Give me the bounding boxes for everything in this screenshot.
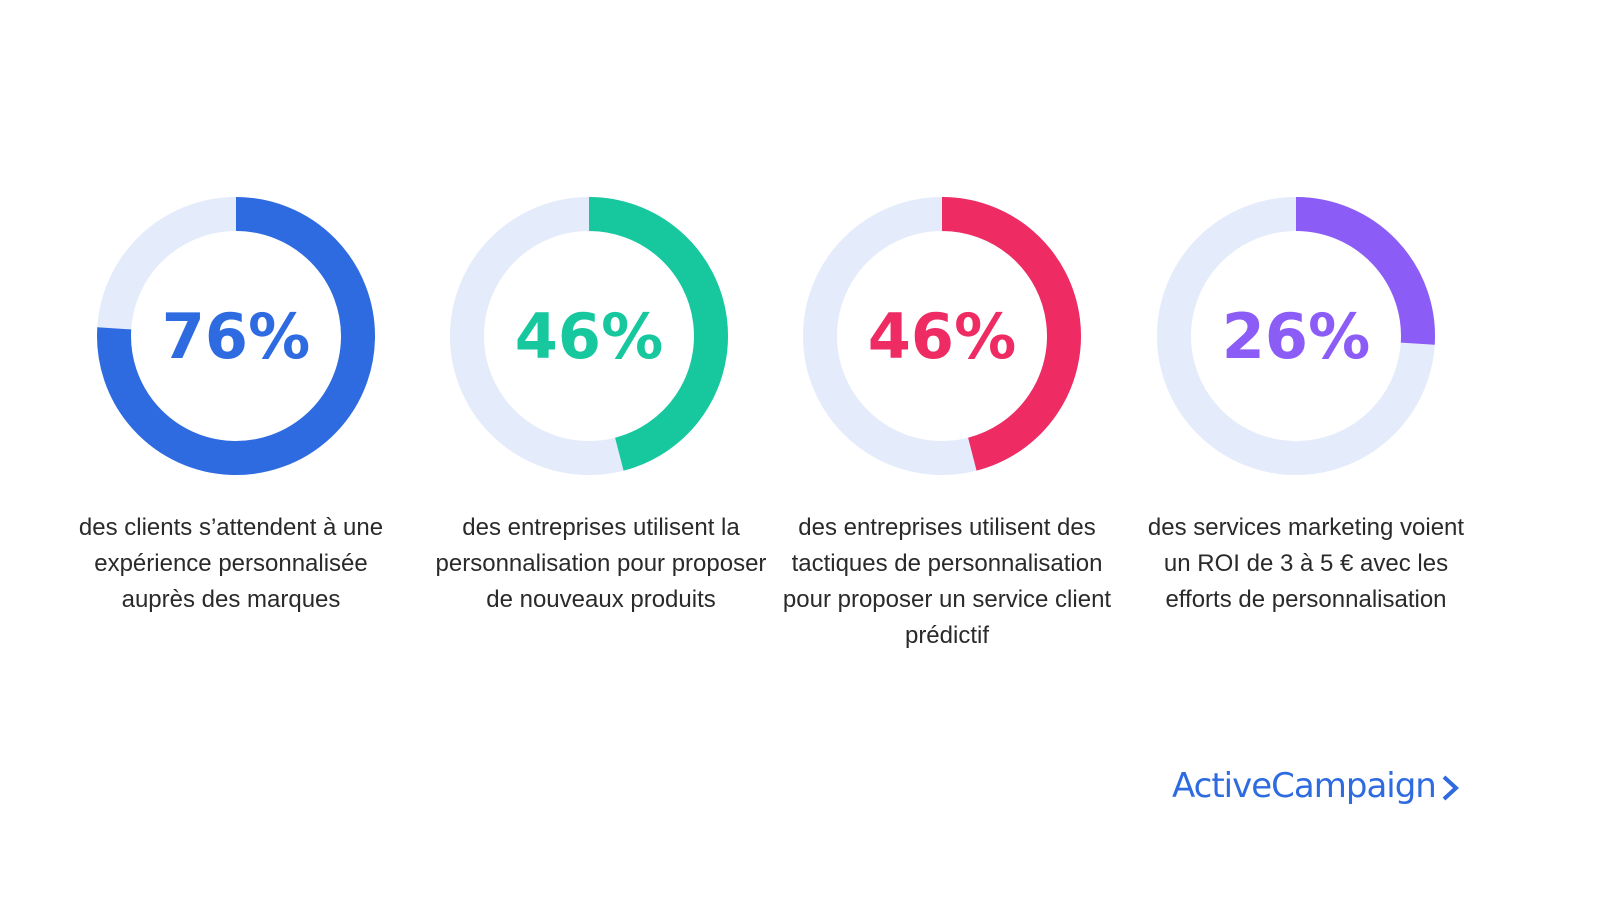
description-3: des entreprises utilisent des tactiques … xyxy=(782,514,1112,649)
percent-label-3: 46% xyxy=(868,300,1016,373)
donut-arc-2 xyxy=(588,197,728,471)
description-4: des services marketing voient un ROI de … xyxy=(1147,514,1465,613)
description-2: des entreprises utilisent la personnalis… xyxy=(435,514,767,613)
brand-name: ActiveCampaign xyxy=(1172,766,1437,806)
donut-arc-1 xyxy=(97,197,375,475)
percent-label-2: 46% xyxy=(515,300,663,373)
activecampaign-logo: ActiveCampaign xyxy=(1172,766,1460,806)
donut-arc-3 xyxy=(941,197,1081,471)
percent-label-1: 76% xyxy=(162,300,310,373)
percent-label-4: 26% xyxy=(1222,300,1370,373)
donut-arc-4 xyxy=(1295,197,1435,345)
chevron-right-icon xyxy=(1442,775,1459,800)
description-1: des clients s’attendent à une expérience… xyxy=(78,514,384,613)
